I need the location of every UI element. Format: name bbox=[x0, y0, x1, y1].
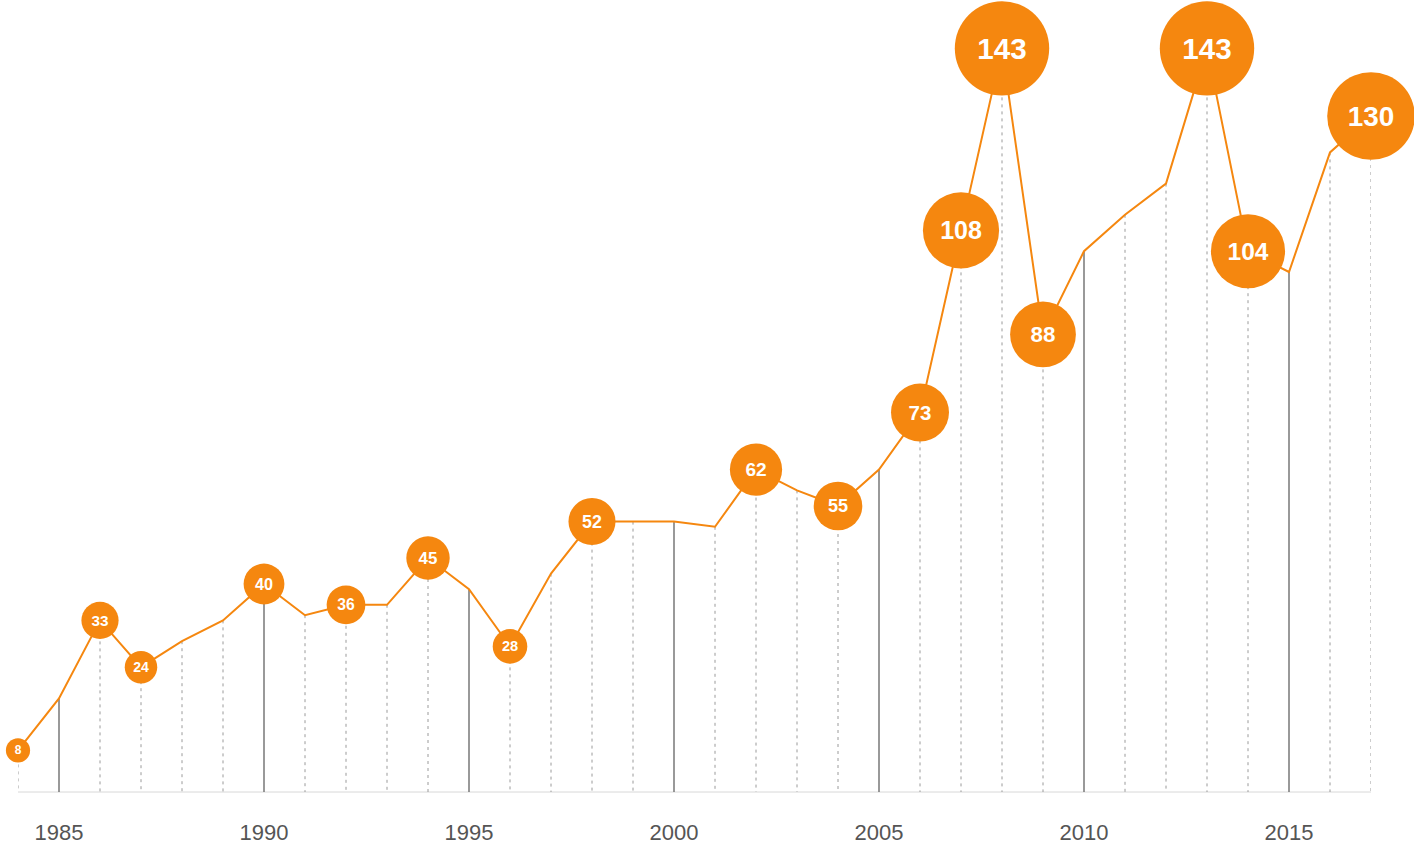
chart: 8 33 24 40 36 45 28 52 62 55 73 108 143 88 143 104 130 19… bbox=[0, 0, 1414, 850]
drop-line bbox=[1125, 215, 1126, 792]
x-axis bbox=[18, 792, 1371, 793]
data-label: 24 bbox=[133, 659, 149, 675]
point-badge bbox=[1327, 72, 1414, 160]
data-label: 33 bbox=[91, 612, 108, 629]
drop-line bbox=[715, 527, 716, 792]
data-label: 130 bbox=[1348, 101, 1395, 132]
data-label: 40 bbox=[255, 575, 273, 593]
point-badge bbox=[814, 482, 863, 531]
drop-line bbox=[305, 615, 306, 792]
point-badge bbox=[406, 536, 449, 579]
x-tick-label: 1995 bbox=[445, 820, 494, 845]
data-label: 36 bbox=[337, 596, 355, 613]
drop-line bbox=[428, 558, 429, 792]
drop-line bbox=[1002, 48, 1003, 792]
data-label: 62 bbox=[745, 459, 766, 480]
drop-line bbox=[1207, 48, 1208, 792]
data-label: 55 bbox=[828, 496, 848, 516]
drop-line bbox=[141, 667, 142, 792]
x-tick-label: 2015 bbox=[1265, 820, 1314, 845]
point-badge bbox=[923, 192, 999, 268]
data-label: 88 bbox=[1031, 322, 1056, 347]
drop-line bbox=[510, 646, 511, 792]
drop-line bbox=[1248, 251, 1249, 792]
drop-line bbox=[346, 605, 347, 792]
data-label: 104 bbox=[1228, 238, 1269, 265]
tick-line bbox=[878, 470, 880, 792]
drop-line bbox=[592, 522, 593, 792]
tick-line bbox=[263, 584, 265, 792]
drop-line bbox=[961, 230, 962, 792]
point-badge bbox=[81, 602, 118, 639]
data-label: 143 bbox=[1182, 32, 1231, 65]
data-label: 108 bbox=[940, 216, 982, 244]
tick-line bbox=[1288, 272, 1290, 792]
point-badge bbox=[1010, 302, 1076, 368]
point-badge bbox=[6, 738, 30, 762]
drop-line bbox=[756, 470, 757, 792]
point-badge bbox=[730, 443, 782, 495]
tick-line bbox=[468, 589, 470, 792]
tick-line bbox=[673, 522, 675, 792]
drop-line bbox=[1043, 334, 1044, 792]
drop-line bbox=[1330, 152, 1331, 792]
tick-line bbox=[58, 698, 60, 792]
point-badge bbox=[955, 1, 1049, 95]
labels: 8 33 24 40 36 45 28 52 62 55 73 108 143 88 143 104 130 bbox=[6, 1, 1414, 762]
data-label: 8 bbox=[15, 743, 22, 757]
drop-line bbox=[920, 412, 921, 792]
line bbox=[18, 48, 1371, 750]
point-badge bbox=[568, 498, 615, 545]
data-label: 52 bbox=[582, 512, 602, 532]
point-badge bbox=[244, 564, 285, 605]
plot bbox=[18, 48, 1371, 792]
tick-line bbox=[1083, 251, 1085, 792]
drop-line bbox=[223, 620, 224, 792]
drop-line bbox=[182, 641, 183, 792]
point-badge bbox=[327, 585, 366, 624]
data-label: 73 bbox=[909, 401, 932, 424]
drop-line bbox=[551, 574, 552, 792]
point-badge bbox=[125, 651, 157, 683]
x-tick-label: 1990 bbox=[240, 820, 289, 845]
point-badge bbox=[891, 383, 949, 441]
drop-line bbox=[100, 620, 101, 792]
drop-line bbox=[1166, 184, 1167, 792]
x-tick-label: 2010 bbox=[1060, 820, 1109, 845]
point-badge bbox=[1211, 214, 1285, 288]
drop-line bbox=[1371, 116, 1372, 792]
drop-line bbox=[797, 490, 798, 792]
drop-line bbox=[387, 605, 388, 792]
data-label: 143 bbox=[977, 32, 1026, 65]
drop-line bbox=[633, 522, 634, 792]
x-tick-label: 2005 bbox=[855, 820, 904, 845]
point-badge bbox=[493, 629, 528, 664]
data-label: 45 bbox=[419, 549, 438, 568]
data-label: 28 bbox=[502, 638, 518, 654]
drop-line bbox=[838, 506, 839, 792]
point-badge bbox=[1160, 1, 1254, 95]
x-tick-label: 2000 bbox=[650, 820, 699, 845]
x-tick-label: 1985 bbox=[35, 820, 84, 845]
